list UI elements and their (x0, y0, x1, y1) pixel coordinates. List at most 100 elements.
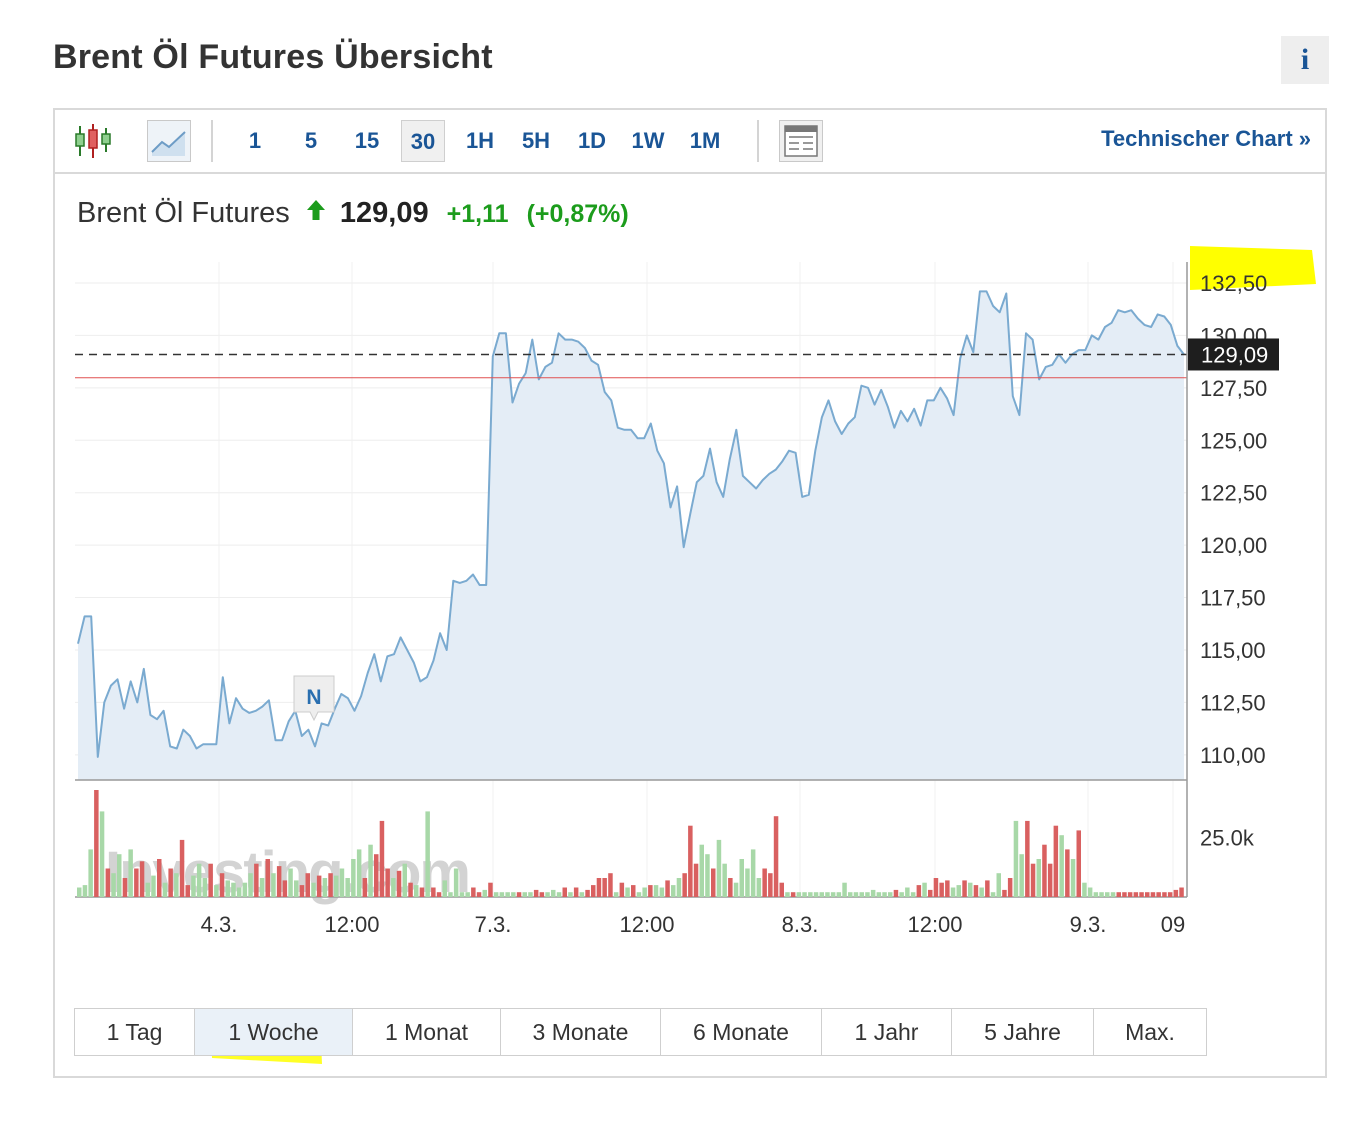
x-tick-label: 09 (1161, 912, 1185, 937)
timeframe-1m[interactable]: 1M (689, 128, 721, 153)
volume-bar (585, 889, 590, 897)
area-chart-icon[interactable] (147, 120, 191, 167)
volume-bar (219, 873, 225, 897)
volume-bar (551, 889, 556, 897)
volume-bar (345, 878, 350, 897)
volume-bar (1002, 889, 1007, 897)
volume-bar (1007, 878, 1013, 897)
technical-chart-link[interactable]: Technischer Chart » (1101, 126, 1311, 151)
volume-bar (77, 887, 82, 897)
x-tick-label: 9.3. (1070, 912, 1107, 937)
timeframe-5h[interactable]: 5H (521, 128, 551, 153)
timeframe-1h[interactable]: 1H (465, 128, 495, 153)
volume-bar (693, 863, 699, 897)
volume-bar (528, 892, 533, 897)
info-icon[interactable]: i (1281, 36, 1329, 84)
volume-bar (642, 887, 647, 897)
volume-bar (248, 873, 253, 897)
volume-bar (408, 882, 413, 897)
volume-bar (579, 892, 585, 897)
volume-bar (185, 885, 190, 897)
volume-bar (699, 844, 704, 897)
y-tick-label: 127,50 (1200, 376, 1267, 401)
volume-bar (996, 873, 1001, 897)
volume-bar (619, 882, 625, 897)
news-marker-box (293, 675, 335, 722)
range-button-3-monate[interactable]: 3 Monate (501, 1009, 661, 1055)
volume-axis-label: 25.0k (1200, 826, 1255, 851)
volume-bar (265, 859, 270, 897)
volume-bar (830, 892, 836, 897)
volume-bar (105, 868, 111, 897)
volume-bar (876, 892, 882, 897)
volume-bar (231, 882, 236, 897)
volume-bar (128, 849, 133, 897)
candlestick-chart-icon[interactable] (73, 122, 113, 165)
volume-bar (471, 887, 476, 897)
toolbar-separator (211, 120, 213, 162)
y-tick-label: 115,00 (1200, 638, 1266, 663)
volume-bar (157, 859, 162, 897)
timeframe-1w[interactable]: 1W (631, 128, 665, 153)
volume-bar (819, 892, 824, 897)
volume-bar (1145, 892, 1150, 897)
volume-bar (419, 887, 425, 897)
volume-bar (1025, 820, 1030, 897)
volume-bar (196, 863, 202, 897)
volume-bar (88, 849, 93, 897)
volume-bar (122, 878, 128, 897)
y-tick-label: 112,50 (1200, 690, 1266, 715)
volume-bar (208, 863, 213, 897)
volume-bar (259, 878, 265, 897)
volume-bar (151, 875, 156, 897)
y-tick-label: 120,00 (1200, 533, 1267, 558)
volume-bar (316, 875, 322, 897)
table-view-icon[interactable] (779, 120, 823, 167)
volume-bar (288, 868, 293, 897)
volume-bar (225, 880, 230, 897)
range-button-1-tag[interactable]: 1 Tag (75, 1009, 195, 1055)
x-tick-label: 12:00 (619, 912, 674, 937)
volume-bar (505, 892, 510, 897)
range-button-1-jahr[interactable]: 1 Jahr (822, 1009, 952, 1055)
volume-bar (882, 892, 887, 897)
volume-bar (653, 885, 659, 897)
range-button-6-monate[interactable]: 6 Monate (661, 1009, 822, 1055)
volume-bar (191, 875, 196, 897)
volume-bar (134, 868, 139, 897)
volume-bar (750, 849, 756, 897)
volume-bar (728, 878, 733, 897)
volume-bar (1122, 892, 1127, 897)
volume-bar (922, 882, 927, 897)
timeframe-1d[interactable]: 1D (577, 128, 607, 153)
volume-bar (939, 882, 944, 897)
volume-bar (1167, 892, 1173, 897)
volume-bar (522, 892, 527, 897)
price-change: +1,11 (446, 200, 509, 228)
volume-bar (168, 868, 173, 897)
range-button-1-woche[interactable]: 1 Woche (195, 1009, 353, 1055)
y-tick-label: 122,50 (1200, 481, 1267, 506)
timeframe-15[interactable]: 15 (354, 128, 380, 153)
timeframe-5[interactable]: 5 (304, 128, 318, 153)
volume-bar (768, 873, 773, 897)
range-button-5-jahre[interactable]: 5 Jahre (952, 1009, 1094, 1055)
y-tick-label: 132,50 (1200, 271, 1267, 296)
volume-bar (659, 887, 665, 897)
volume-bar (1047, 863, 1053, 897)
volume-bar (356, 849, 362, 897)
x-tick-label: 4.3. (201, 912, 238, 937)
volume-bar (391, 878, 396, 897)
volume-bar (562, 887, 567, 897)
timeframe-1[interactable]: 1 (248, 128, 262, 153)
volume-bar (465, 892, 470, 897)
volume-bar (985, 880, 990, 897)
highlight-marker (1190, 246, 1316, 290)
volume-bar (745, 868, 750, 897)
range-button-1-monat[interactable]: 1 Monat (353, 1009, 501, 1055)
volume-bar (374, 854, 379, 897)
timeframe-30[interactable]: 30 (401, 120, 445, 162)
range-button-max[interactable]: Max. (1125, 1019, 1175, 1045)
news-marker[interactable]: N (293, 675, 335, 722)
